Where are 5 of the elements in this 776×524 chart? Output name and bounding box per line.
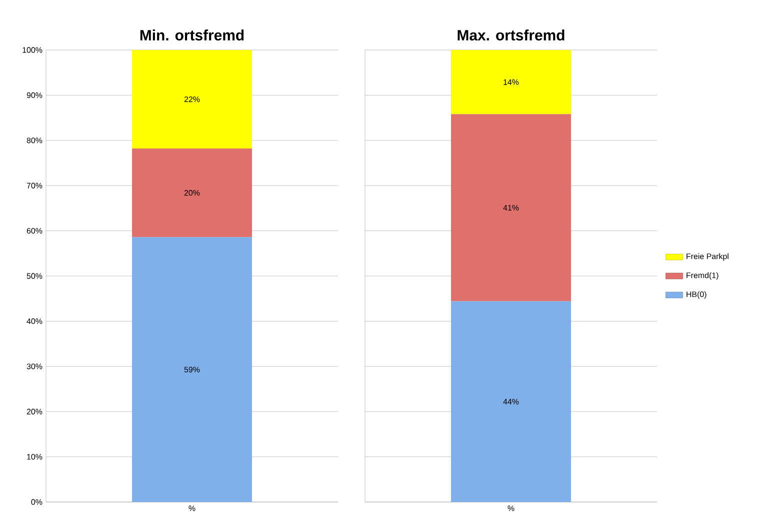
chart-title: Min. ortsfremd — [140, 30, 244, 40]
bar — [132, 237, 252, 502]
bar — [132, 50, 252, 149]
bar — [132, 148, 252, 238]
chart-title: Max. ortsfremd — [458, 30, 564, 40]
